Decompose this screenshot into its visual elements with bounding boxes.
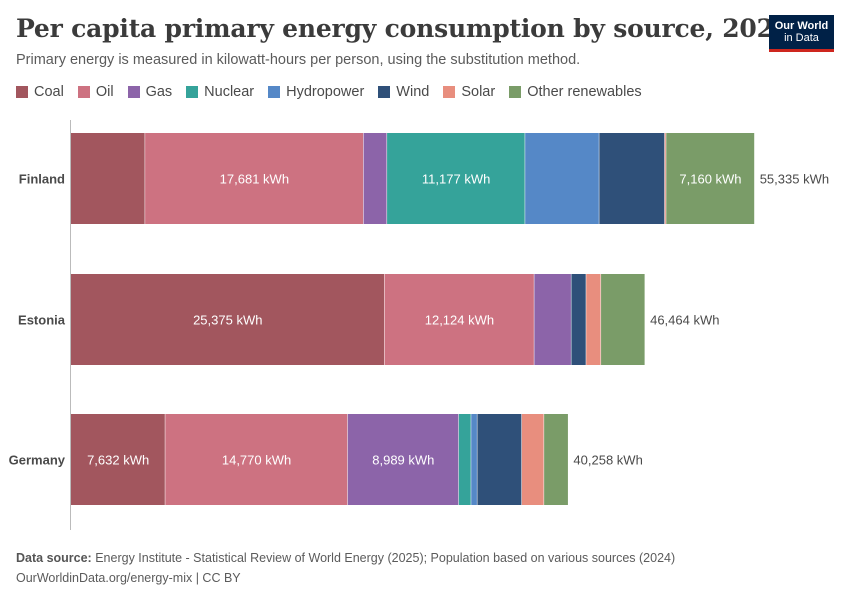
data-label: 12,124 kWh <box>425 313 494 328</box>
bar-segment-wind[interactable] <box>477 414 522 505</box>
bar-segment-solar[interactable] <box>586 274 602 365</box>
logo-line-1: Our World <box>774 20 829 32</box>
chart-title: Per capita primary energy consumption by… <box>16 14 792 43</box>
bar-segment-oil[interactable] <box>384 274 535 365</box>
source-url[interactable]: OurWorldinData.org/energy-mix | CC BY <box>16 571 241 585</box>
owid-logo[interactable]: Our World in Data <box>769 15 834 52</box>
bar-segment-nuclear[interactable] <box>458 414 472 505</box>
legend-item-other-renewables[interactable]: Other renewables <box>509 84 642 100</box>
legend-item-nuclear[interactable]: Nuclear <box>186 84 254 100</box>
chart-footer: Data source: Energy Institute - Statisti… <box>16 548 675 588</box>
logo-line-2: in Data <box>784 32 819 44</box>
legend-item-hydropower[interactable]: Hydropower <box>268 84 364 100</box>
data-label: 17,681 kWh <box>220 172 289 187</box>
source-line: Data source: Energy Institute - Statisti… <box>16 548 675 568</box>
bar-segment-oil[interactable] <box>165 414 348 505</box>
legend-label: Oil <box>95 84 114 100</box>
bar-segment-oil[interactable] <box>145 133 364 224</box>
bar-segment-other-renewables[interactable] <box>544 414 569 505</box>
legend-item-oil[interactable]: Oil <box>77 84 114 100</box>
legend-swatch <box>378 86 391 98</box>
bar-segment-nuclear[interactable] <box>387 133 526 224</box>
data-label: 8,989 kWh <box>372 453 434 468</box>
legend-swatch <box>509 86 522 98</box>
data-label: 11,177 kWh <box>422 172 490 187</box>
bar-segment-other-renewables[interactable] <box>601 274 646 365</box>
bar-segment-hydropower[interactable] <box>471 414 478 505</box>
legend-swatch <box>443 86 456 98</box>
bar-segment-gas[interactable] <box>534 274 572 365</box>
legend-label: Coal <box>34 84 64 100</box>
bar-segment-wind[interactable] <box>599 133 665 224</box>
legend-label: Nuclear <box>204 84 255 100</box>
bar-segment-solar[interactable] <box>521 414 545 505</box>
chart-legend: Coal Oil Gas Nuclear Hydropower Wind Solar Othe… <box>16 84 642 100</box>
chart-subtitle: Primary energy is measured in kilowatt-h… <box>16 52 581 68</box>
legend-swatch <box>77 86 90 98</box>
legend-item-coal[interactable]: Coal <box>16 84 64 100</box>
legend-swatch <box>186 86 199 98</box>
bar-segment-wind[interactable] <box>571 274 587 365</box>
legend-label: Hydropower <box>286 84 365 100</box>
legend-label: Wind <box>396 84 430 100</box>
bar-segment-coal[interactable] <box>71 414 166 505</box>
legend-label: Solar <box>461 84 496 100</box>
category-label-germany: Germany <box>9 453 66 468</box>
legend-item-solar[interactable]: Solar <box>443 84 495 100</box>
bar-segment-gas[interactable] <box>363 133 388 224</box>
bar-segment-solar[interactable] <box>664 133 667 224</box>
source-text: Energy Institute - Statistical Review of… <box>95 551 676 565</box>
total-label-germany: 40,258 kWh <box>573 453 642 468</box>
data-label: 7,632 kWh <box>87 453 149 468</box>
total-label-finland: 55,335 kWh <box>760 172 829 187</box>
legend-swatch <box>268 86 281 98</box>
data-label: 7,160 kWh <box>679 172 741 187</box>
legend-label: Gas <box>145 84 173 100</box>
legend-label: Other renewables <box>527 84 642 100</box>
bar-segment-coal[interactable] <box>71 274 385 365</box>
category-label-estonia: Estonia <box>18 313 66 328</box>
data-label: 25,375 kWh <box>193 313 262 328</box>
bar-segment-hydropower[interactable] <box>525 133 600 224</box>
legend-swatch <box>16 86 28 98</box>
total-label-estonia: 46,464 kWh <box>650 313 719 328</box>
data-label: 14,770 kWh <box>222 453 291 468</box>
bar-segment-gas[interactable] <box>347 414 459 505</box>
legend-swatch <box>127 86 140 98</box>
source-label: Data source: <box>16 551 92 565</box>
category-label-finland: Finland <box>19 172 65 187</box>
bar-segment-other-renewables[interactable] <box>666 133 755 224</box>
legend-item-wind[interactable]: Wind <box>378 84 429 100</box>
bar-segment-coal[interactable] <box>71 133 146 224</box>
legend-item-gas[interactable]: Gas <box>127 84 173 100</box>
